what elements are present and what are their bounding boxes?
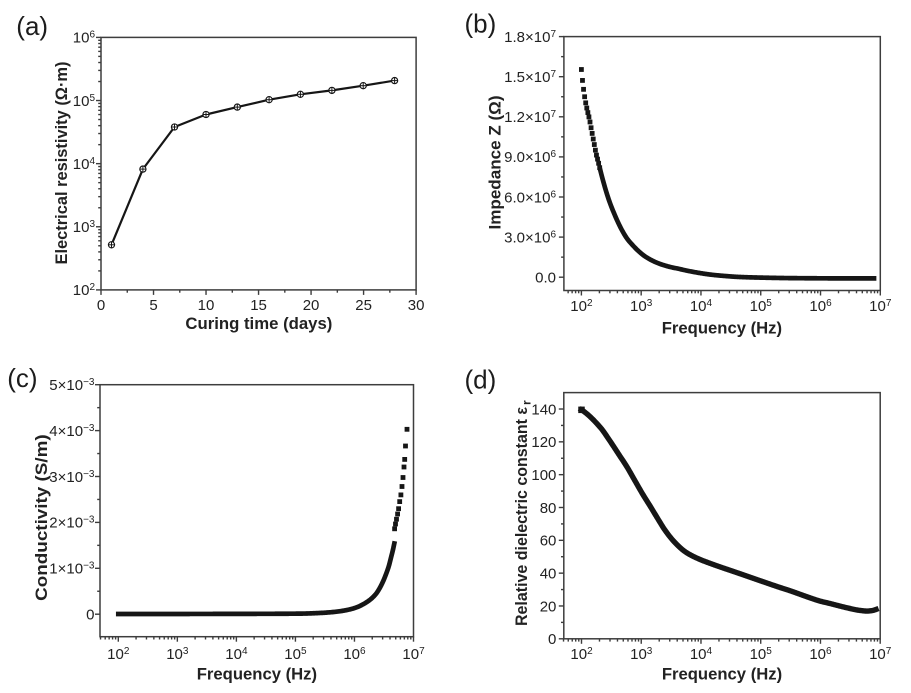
svg-text:Impedance Z (Ω): Impedance Z (Ω) — [486, 96, 505, 230]
svg-text:1.2×107: 1.2×107 — [504, 109, 556, 126]
svg-text:0.0: 0.0 — [535, 270, 556, 287]
svg-text:(a): (a) — [16, 11, 48, 41]
svg-text:20: 20 — [303, 297, 320, 314]
svg-text:9.0×106: 9.0×106 — [504, 149, 556, 166]
svg-text:Conductivity (S/m): Conductivity (S/m) — [32, 434, 51, 601]
svg-text:0: 0 — [97, 297, 105, 314]
svg-text:Electrical resistivity (Ω·m): Electrical resistivity (Ω·m) — [52, 62, 71, 265]
svg-text:0: 0 — [86, 607, 94, 624]
svg-text:100: 100 — [531, 467, 556, 484]
svg-text:30: 30 — [408, 297, 425, 314]
svg-text:1.5×107: 1.5×107 — [504, 69, 556, 86]
svg-text:Frequency (Hz): Frequency (Hz) — [662, 665, 782, 684]
svg-text:1.8×107: 1.8×107 — [504, 29, 556, 46]
svg-text:(b): (b) — [465, 8, 497, 38]
svg-text:120: 120 — [531, 434, 556, 451]
svg-text:140: 140 — [531, 401, 556, 418]
svg-text:40: 40 — [540, 565, 557, 582]
svg-text:Frequency (Hz): Frequency (Hz) — [662, 319, 782, 338]
svg-text:0: 0 — [548, 631, 556, 648]
svg-text:15: 15 — [250, 297, 267, 314]
svg-text:6.0×106: 6.0×106 — [504, 189, 556, 206]
svg-text:Frequency (Hz): Frequency (Hz) — [197, 665, 317, 684]
svg-text:5: 5 — [149, 297, 157, 314]
svg-text:20: 20 — [540, 598, 557, 615]
svg-text:3.0×106: 3.0×106 — [504, 229, 556, 246]
svg-text:r: r — [520, 400, 534, 405]
svg-text:25: 25 — [355, 297, 372, 314]
svg-text:10: 10 — [198, 297, 215, 314]
svg-text:80: 80 — [540, 500, 557, 517]
svg-text:(d): (d) — [465, 364, 497, 394]
svg-text:Curing time (days): Curing time (days) — [185, 314, 332, 333]
svg-text:Relative dielectric constant ε: Relative dielectric constant ε — [512, 407, 531, 626]
svg-text:60: 60 — [540, 533, 557, 550]
svg-text:(c): (c) — [7, 363, 37, 393]
